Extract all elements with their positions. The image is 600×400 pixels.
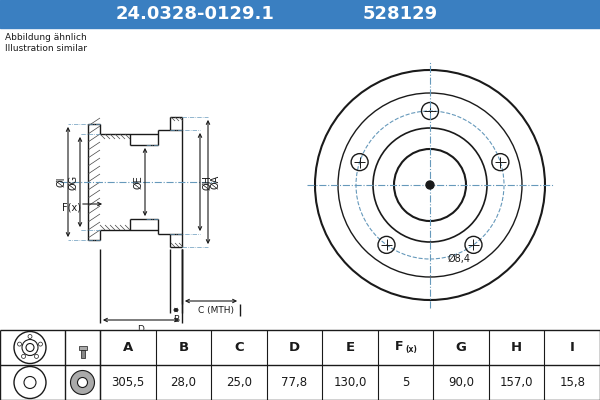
Text: E: E	[346, 341, 355, 354]
Text: 130,0: 130,0	[334, 376, 367, 389]
Text: 305,5: 305,5	[111, 376, 145, 389]
Text: B: B	[173, 315, 179, 324]
Text: ØG: ØG	[68, 174, 78, 190]
Circle shape	[426, 181, 434, 189]
Text: D: D	[137, 325, 145, 334]
Text: 25,0: 25,0	[226, 376, 252, 389]
Text: (x): (x)	[406, 345, 418, 354]
Text: 24.0328-0129.1: 24.0328-0129.1	[116, 5, 274, 23]
Text: 5: 5	[402, 376, 409, 389]
Text: 157,0: 157,0	[500, 376, 533, 389]
Text: D: D	[289, 341, 300, 354]
Text: F(x): F(x)	[62, 202, 81, 212]
Text: 90,0: 90,0	[448, 376, 474, 389]
Text: 28,0: 28,0	[170, 376, 196, 389]
Text: 77,8: 77,8	[281, 376, 308, 389]
Text: B: B	[178, 341, 188, 354]
Bar	[80, 350, 85, 358]
Bar	[0, 0, 600, 28]
Text: G: G	[455, 341, 467, 354]
Text: H: H	[511, 341, 522, 354]
Text: I: I	[570, 341, 575, 354]
Text: 15,8: 15,8	[559, 376, 585, 389]
Bar	[0, 330, 600, 400]
Text: F: F	[395, 340, 404, 353]
Text: Ø8,4: Ø8,4	[448, 254, 471, 264]
Text: Abbildung ähnlich: Abbildung ähnlich	[5, 33, 87, 42]
Text: C (MTH): C (MTH)	[198, 306, 234, 315]
Text: A: A	[122, 341, 133, 354]
Bar	[79, 346, 86, 350]
Bar	[0, 28, 600, 330]
Text: ØI: ØI	[56, 177, 66, 187]
Text: 528129: 528129	[362, 5, 437, 23]
Text: ØH: ØH	[202, 174, 212, 190]
Text: ØE: ØE	[133, 175, 143, 189]
Text: ØA: ØA	[210, 175, 220, 189]
Text: C: C	[234, 341, 244, 354]
Circle shape	[77, 378, 88, 388]
Text: Illustration similar: Illustration similar	[5, 44, 87, 53]
Circle shape	[71, 370, 95, 394]
